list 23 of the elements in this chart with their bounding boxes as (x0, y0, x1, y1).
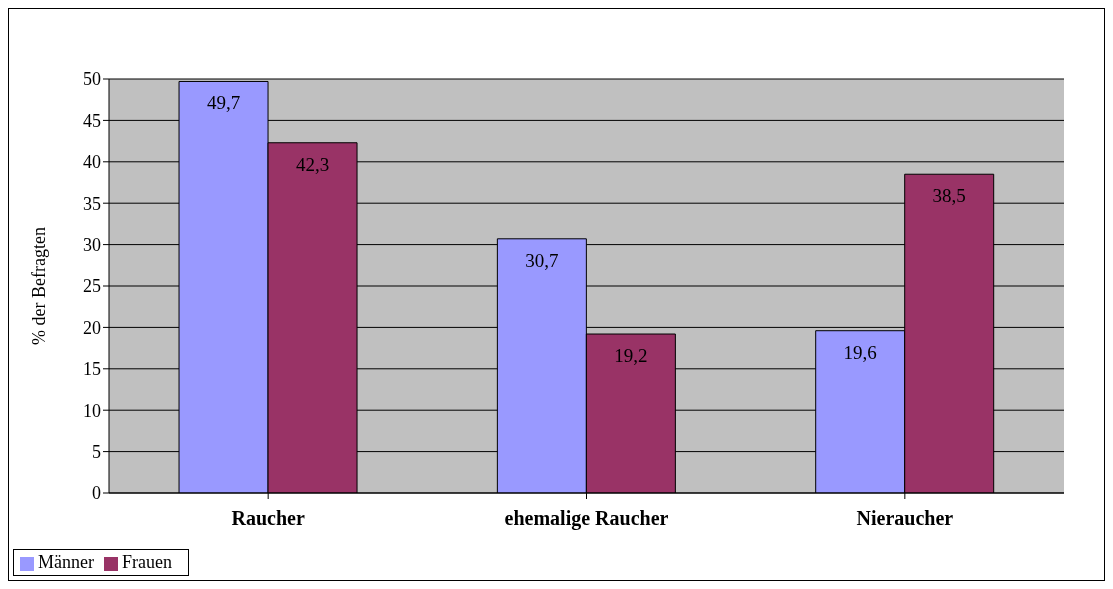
data-label: 38,5 (932, 185, 966, 207)
y-tick-label: 0 (92, 483, 101, 504)
y-tick-label: 30 (83, 234, 101, 255)
legend-label: Frauen (121, 552, 172, 572)
y-tick-label: 50 (83, 69, 101, 90)
x-tick-label: ehemalige Raucher (504, 507, 669, 531)
y-tick-label: 40 (83, 152, 101, 173)
data-label: 30,7 (525, 249, 559, 271)
data-label: 19,2 (614, 345, 648, 367)
data-label: 19,6 (843, 341, 877, 363)
x-tick-label: Raucher (231, 507, 305, 530)
y-tick-label: 10 (83, 400, 101, 421)
legend-label: Männer (38, 552, 94, 572)
y-axis-title: % der Befragten (29, 227, 50, 345)
data-label: 42,3 (295, 153, 330, 175)
y-tick-label: 35 (83, 193, 101, 214)
y-tick-label: 5 (92, 441, 101, 462)
data-label: 49,7 (206, 92, 241, 114)
x-tick-label: Nieraucher (856, 507, 954, 530)
y-tick-label: 45 (83, 110, 101, 131)
y-tick-label: 15 (83, 359, 101, 380)
y-tick-label: 25 (83, 276, 101, 297)
y-tick-label: 20 (83, 317, 101, 338)
